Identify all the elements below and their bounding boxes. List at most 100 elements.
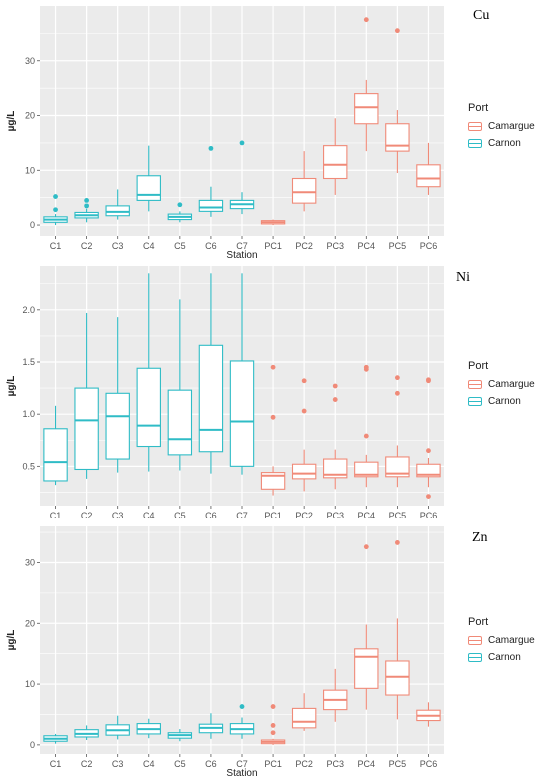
legend-ni: Port Camargue Carnon [468,360,535,410]
box-iqr [323,145,348,180]
x-tick-label: C4 [143,511,155,518]
y-tick-label: 0 [30,220,35,230]
x-tick-label: PC2 [295,759,313,769]
legend-title: Port [468,360,489,372]
box-iqr [291,707,317,729]
x-tick-label: PC4 [358,511,376,518]
y-tick-label: 2.0 [22,305,35,315]
x-tick-label: PC1 [264,759,282,769]
y-tick-label: 0 [30,740,35,750]
legend-key-camargue [468,380,482,389]
legend-label-camargue: Camargue [488,379,535,390]
box-c6 [198,273,224,474]
chart-title-cu: Cu [473,8,490,23]
y-tick-label: 30 [25,56,35,66]
box-pc6 [416,377,441,500]
box-c2 [74,725,99,741]
legend-title: Port [468,616,489,628]
box-iqr [105,205,130,217]
chart-svg-zn: 0 10 20 30 C1 C2 C3 C4 C5 C6 C7 PC1 PC2 PC3 PC4 PC5 PC6 S… [6,526,444,779]
x-tick-label: PC1 [264,511,282,518]
outlier-point [53,207,58,213]
outlier-point [239,140,245,146]
x-tick-label: C4 [143,759,155,769]
x-tick-label: C4 [143,241,155,251]
outlier-point [394,390,400,396]
outlier-point [394,540,400,545]
outlier-point [53,194,58,199]
outlier-point [426,378,431,384]
outlier-point [84,203,90,209]
chart-panel-cu: 0 10 20 30 C1 C2 C3 C4 C5 C6 C7 PC1 PC2 PC3 PC4 PC5 PC6 S… [0,0,550,262]
legend-key-carnon [468,653,482,662]
legend-label-carnon: Carnon [488,138,521,149]
box-pc4 [354,17,379,152]
x-axis-label: Station [226,768,257,779]
x-tick-label: PC3 [326,241,344,251]
x-tick-label: C5 [174,511,186,518]
x-tick-label: PC2 [295,511,313,518]
box-c4 [136,718,161,739]
x-tick-label: C7 [236,511,248,518]
box-c4 [136,273,161,472]
x-tick-label: C7 [236,241,248,251]
x-tick-label: PC5 [389,241,407,251]
x-tick-label: C6 [205,759,217,769]
outlier-point [301,378,307,384]
y-axis-label: µg/L [6,630,17,651]
x-tick-label: C3 [112,759,124,769]
legend-key-camargue [468,122,482,131]
box-c6 [198,713,224,739]
box-iqr [354,93,379,125]
box-pc4 [354,364,379,488]
box-c2 [74,312,99,479]
box-pc3 [323,118,348,195]
box-c3 [105,317,130,473]
box-c5 [167,299,193,471]
x-tick-label: PC4 [358,241,376,251]
x-tick-label: PC5 [389,511,407,518]
outlier-point [363,433,369,439]
box-iqr [291,463,317,480]
chart-title-zn: Zn [472,530,488,545]
box-pc5 [385,28,410,174]
box-c1 [43,194,68,226]
outlier-point [394,375,400,381]
chart-svg-ni: 0.5 1.0 1.5 2.0 C1 C2 C3 C4 C5 C6 C7 PC1 PC2 PC3 PC4 PC… [6,266,444,518]
x-axis-label: Station [226,250,257,261]
box-c6 [198,145,224,217]
outlier-point [363,366,369,372]
outlier-point [270,364,276,370]
box-iqr [354,648,379,689]
outlier-point [426,494,431,500]
y-tick-label: 10 [25,165,35,175]
outlier-point [332,383,338,389]
x-tick-label: PC6 [420,759,438,769]
x-tick-label: PC6 [420,241,438,251]
legend-key-carnon [468,139,482,148]
legend-key-camargue [468,636,482,645]
outlier-point [363,17,369,23]
box-iqr [260,472,286,490]
y-tick-label: 1.5 [22,357,35,367]
outlier-point [84,198,90,203]
box-pc1 [260,704,286,745]
x-tick-label: C7 [236,759,248,769]
box-iqr [385,123,410,152]
legend-label-camargue: Camargue [488,635,535,646]
box-iqr [416,164,441,188]
legend-item-carnon: Carnon [468,135,535,152]
y-axis-label: µg/L [6,111,17,132]
legend-item-camargue: Camargue [468,632,535,649]
legend-item-camargue: Camargue [468,118,535,135]
box-iqr [323,458,348,479]
box-pc2 [291,378,317,492]
x-tick-label: C6 [205,511,217,518]
x-tick-label: PC4 [358,759,376,769]
y-axis-label: µg/L [6,376,17,397]
box-c7 [229,704,255,739]
y-tick-label: 20 [25,618,35,628]
legend-label-carnon: Carnon [488,652,521,663]
box-iqr [198,199,224,212]
box-c2 [74,198,99,223]
